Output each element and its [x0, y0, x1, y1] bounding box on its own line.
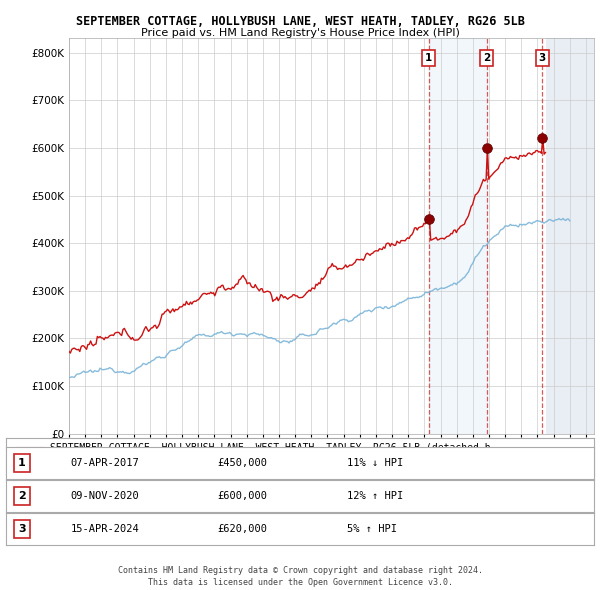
Bar [545, 38, 594, 434]
Text: 5% ↑ HPI: 5% ↑ HPI [347, 525, 397, 534]
Text: 2: 2 [18, 491, 26, 501]
Text: 3: 3 [18, 525, 26, 534]
Text: 11% ↓ HPI: 11% ↓ HPI [347, 458, 403, 468]
Text: HPI: Average price, detached house, Basingstoke and Deane: HPI: Average price, detached house, Basi… [50, 462, 385, 472]
Text: 09-NOV-2020: 09-NOV-2020 [71, 491, 139, 501]
Text: 07-APR-2017: 07-APR-2017 [71, 458, 139, 468]
Text: SEPTEMBER COTTAGE, HOLLYBUSH LANE, WEST HEATH, TADLEY, RG26 5LB (detached h: SEPTEMBER COTTAGE, HOLLYBUSH LANE, WEST … [50, 442, 491, 453]
Text: 3: 3 [539, 53, 546, 63]
Text: £600,000: £600,000 [218, 491, 268, 501]
Text: 2: 2 [483, 53, 490, 63]
Text: Contains HM Land Registry data © Crown copyright and database right 2024.
This d: Contains HM Land Registry data © Crown c… [118, 566, 482, 587]
Text: 1: 1 [425, 53, 433, 63]
Text: SEPTEMBER COTTAGE, HOLLYBUSH LANE, WEST HEATH, TADLEY, RG26 5LB: SEPTEMBER COTTAGE, HOLLYBUSH LANE, WEST … [76, 15, 524, 28]
Text: £620,000: £620,000 [218, 525, 268, 534]
Text: Price paid vs. HM Land Registry's House Price Index (HPI): Price paid vs. HM Land Registry's House … [140, 28, 460, 38]
Text: 12% ↑ HPI: 12% ↑ HPI [347, 491, 403, 501]
Text: £450,000: £450,000 [218, 458, 268, 468]
Text: 15-APR-2024: 15-APR-2024 [71, 525, 139, 534]
Bar [429, 38, 487, 434]
Text: 1: 1 [18, 458, 26, 468]
